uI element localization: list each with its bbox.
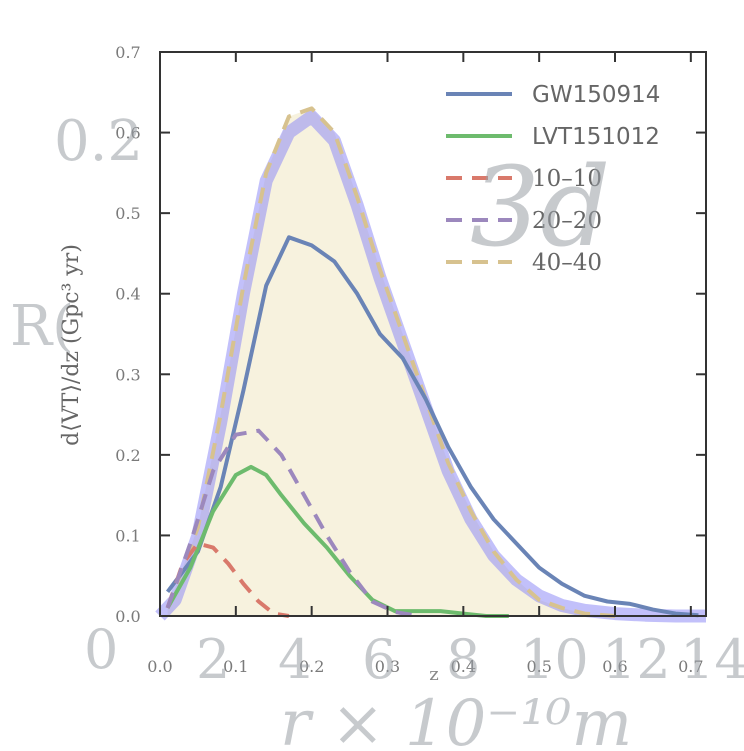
series-line xyxy=(165,428,419,618)
watermark-tick: 14 xyxy=(680,628,744,691)
y-tick-label: 0.0 xyxy=(115,607,140,626)
y-tick-label: 0.6 xyxy=(115,124,140,143)
x-axis-label: z xyxy=(429,664,438,685)
legend-label: GW150914 xyxy=(532,82,660,108)
y-axis-label: d⟨VT⟩/dz (Gpc³ yr) xyxy=(59,244,84,446)
area-fill xyxy=(167,108,616,617)
watermark-tick: 6 xyxy=(362,628,396,691)
x-tick-label: 0.3 xyxy=(375,657,400,676)
series-line xyxy=(165,541,290,618)
x-tick-label: 0.0 xyxy=(147,657,172,676)
x-tick-label: 0.5 xyxy=(526,657,551,676)
watermark-number: 0.2 xyxy=(54,109,143,174)
legend-label: 10–10 xyxy=(532,166,602,192)
plot-area xyxy=(167,108,616,617)
legend: GW150914 LVT151012 10–10 20–20 40–40 xyxy=(446,82,660,276)
watermark-label: R( xyxy=(10,294,74,359)
series-line xyxy=(165,464,509,618)
x-tick-label: 0.4 xyxy=(451,657,476,676)
plot-frame xyxy=(159,51,707,617)
x-tick-label: 0.1 xyxy=(223,657,248,676)
watermark-tick: 4 xyxy=(278,628,312,691)
watermark-overlay: 0.2 R( 3d 0 2 4 6 8 10 12 14 r × 10⁻¹⁰m xyxy=(10,109,744,751)
series-line xyxy=(165,106,616,618)
chart-marks xyxy=(155,106,706,623)
axes: 0.0 0.1 0.2 0.3 0.4 0.5 0.6 0.7 0.0 0.1 0.2 0.3 0.4 0… xyxy=(115,43,707,676)
watermark-tick: 10 xyxy=(520,628,589,691)
legend-label: LVT151012 xyxy=(532,124,660,150)
watermark-xlabel: r × 10⁻¹⁰m xyxy=(280,687,632,751)
x-tick-label: 0.6 xyxy=(602,657,627,676)
watermark-tick: 0 xyxy=(84,618,118,681)
y-tick-label: 0.4 xyxy=(115,285,140,304)
y-tick-label: 0.1 xyxy=(115,526,140,545)
y-tick-label: 0.3 xyxy=(115,365,140,384)
watermark-3d: 3d xyxy=(470,143,610,271)
x-tick-label: 0.2 xyxy=(299,657,324,676)
x-tick-label: 0.7 xyxy=(678,657,703,676)
series-line xyxy=(165,235,699,618)
y-tick-label: 0.5 xyxy=(115,204,140,223)
watermark-tick: 8 xyxy=(446,628,480,691)
y-tick-label: 0.7 xyxy=(115,43,140,62)
legend-label: 40–40 xyxy=(532,250,602,276)
y-tick-label: 0.2 xyxy=(115,446,140,465)
legend-label: 20–20 xyxy=(532,208,602,234)
watermark-tick: 2 xyxy=(196,628,230,691)
watermark-tick: 12 xyxy=(602,628,671,691)
